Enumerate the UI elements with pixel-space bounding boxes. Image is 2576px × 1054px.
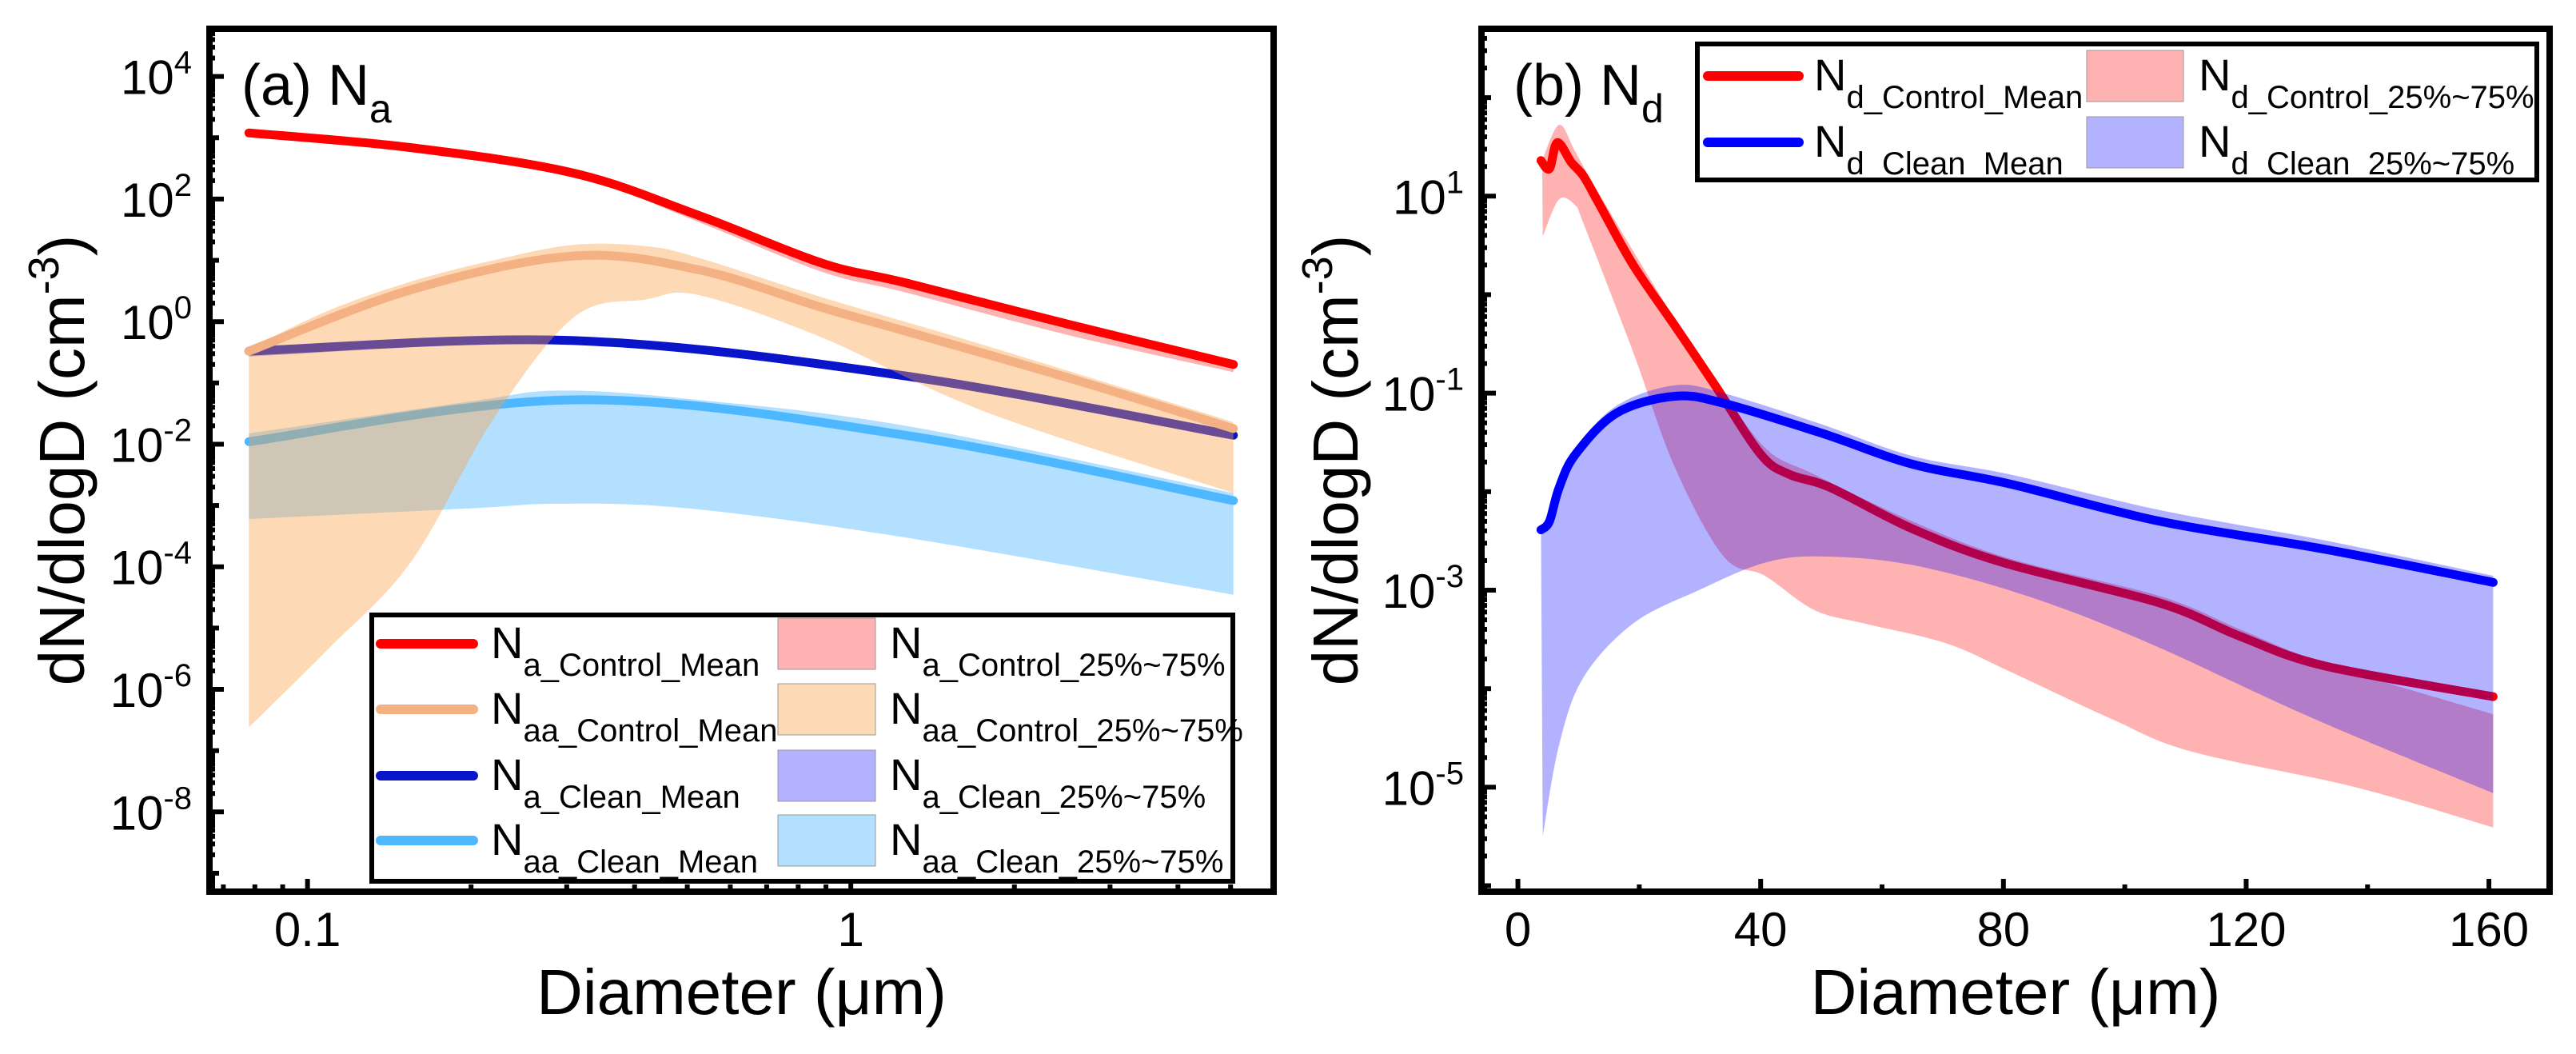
y-tick-base: 10 [1382,761,1436,815]
legend: Nd_Control_Mean Nd_Control_25%~75%Nd_Clea… [1695,42,2539,182]
legend-patch-swatch [777,814,876,867]
plot-frame [1478,26,2553,895]
legend-label: Na_Clean_25%~75% [890,749,1206,815]
y-tick-exponent: 0 [174,290,192,325]
panel-label: (b) Nd [1513,54,1664,131]
y-tick-base: 10 [121,174,174,227]
y-tick-base: 10 [1393,170,1446,224]
legend-box [369,613,1235,884]
y-tick-label: 10-5 [1382,756,1464,815]
y-tick-exponent: 2 [174,168,192,203]
legend: Na_Control_Mean Na_Control_25%~75%Naa_Con… [369,613,1243,884]
x-tick-label: 1 [838,903,864,956]
band-a-control-25-75- [249,131,1234,373]
panel-label: (a) Na [241,54,392,131]
band-aa-control-25-75- [249,243,1234,728]
x-tick-label: 0 [1505,903,1531,956]
plot-area [1536,124,2498,836]
legend-box [1695,42,2539,182]
x-axis-title: Diameter (μm) [536,956,947,1028]
legend-label: Nd_Control_25%~75% [2199,50,2534,115]
legend-label: Naa_Clean_Mean [491,814,758,880]
x-axis-title: Diameter (μm) [1811,956,2221,1028]
y-tick-label: 100 [121,290,192,349]
legend-item: Na_Control_Mean Na_Control_25%~75% [376,617,1226,683]
legend-item: Nd_Clean_Mean Nd_Clean_25%~75% [1703,116,2514,182]
band-aa-clean-25-75- [249,390,1234,595]
y-tick-exponent: -8 [163,781,192,816]
legend-label: Na_Control_25%~75% [890,617,1226,683]
y-tick-exponent: -1 [1435,362,1464,397]
line-d-clean-mean [1536,391,2498,587]
plot-frame [206,26,1277,895]
y-tick-exponent: 4 [174,46,192,81]
line-a-clean-mean [244,335,1238,440]
x-tick-label: 40 [1734,903,1788,956]
x-tick-label: 160 [2449,903,2529,956]
line-a-control-mean [244,128,1238,369]
x-tick-label: 80 [1976,903,2030,956]
legend-patch-swatch [777,683,876,736]
y-tick-label: 10-2 [110,413,192,472]
legend-label: Naa_Clean_25%~75% [890,814,1223,880]
y-tick-exponent: -6 [163,658,192,693]
legend-label: Nd_Clean_25%~75% [2199,116,2514,182]
y-tick-base: 10 [110,786,164,840]
y-tick-exponent: -5 [1435,756,1464,791]
y-tick-label: 102 [121,168,192,227]
y-tick-base: 10 [1382,368,1436,421]
y-tick-label: 10-4 [110,536,192,595]
y-tick-label: 10-3 [1382,559,1464,618]
y-axis-title: dN/dlogD (cm-3) [1294,235,1371,686]
y-tick-label: 10-1 [1382,362,1464,421]
line-aa-control-mean [244,250,1238,433]
legend-item: Na_Clean_Mean Na_Clean_25%~75% [376,749,1206,815]
y-tick-base: 10 [110,418,164,472]
legend-label: Na_Control_Mean [491,617,760,683]
legend-label: Nd_Clean_Mean [1814,116,2064,182]
x-tick-label: 0.1 [274,903,341,956]
x-tick-label: 120 [2206,903,2286,956]
band-d-control-25-75- [1541,124,2494,828]
legend-label: Naa_Control_Mean [491,683,777,749]
y-axis-title: dN/dlogD (cm-3) [20,235,98,686]
y-tick-base: 10 [121,296,174,349]
legend-item: Naa_Control_Mean Naa_Control_25%~75% [376,683,1243,749]
y-tick-base: 10 [1382,565,1436,618]
y-tick-exponent: -2 [163,413,192,448]
legend-patch-swatch [777,617,876,670]
y-tick-exponent: 1 [1446,165,1464,200]
y-tick-label: 10-8 [110,781,192,840]
legend-item: Nd_Control_Mean Nd_Control_25%~75% [1703,50,2534,115]
legend-patch-swatch [2086,50,2184,102]
y-tick-exponent: -4 [163,536,192,571]
line-d-control-mean [1536,138,2498,701]
legend-label: Na_Clean_Mean [491,749,740,815]
y-tick-exponent: -3 [1435,559,1464,594]
band-d-clean-25-75- [1541,385,2494,836]
legend-patch-swatch [777,749,876,802]
y-tick-base: 10 [121,51,174,105]
y-tick-label: 10-6 [110,658,192,717]
legend-patch-swatch [2086,116,2184,169]
y-tick-base: 10 [110,664,164,717]
y-tick-base: 10 [110,541,164,595]
line-aa-clean-mean [244,395,1238,505]
y-tick-label: 101 [1393,165,1464,224]
legend-label: Nd_Control_Mean [1814,50,2083,115]
plot-area [244,128,1238,728]
legend-item: Naa_Clean_Mean Naa_Clean_25%~75% [376,814,1223,880]
legend-label: Naa_Control_25%~75% [890,683,1243,749]
y-tick-label: 104 [121,46,192,105]
